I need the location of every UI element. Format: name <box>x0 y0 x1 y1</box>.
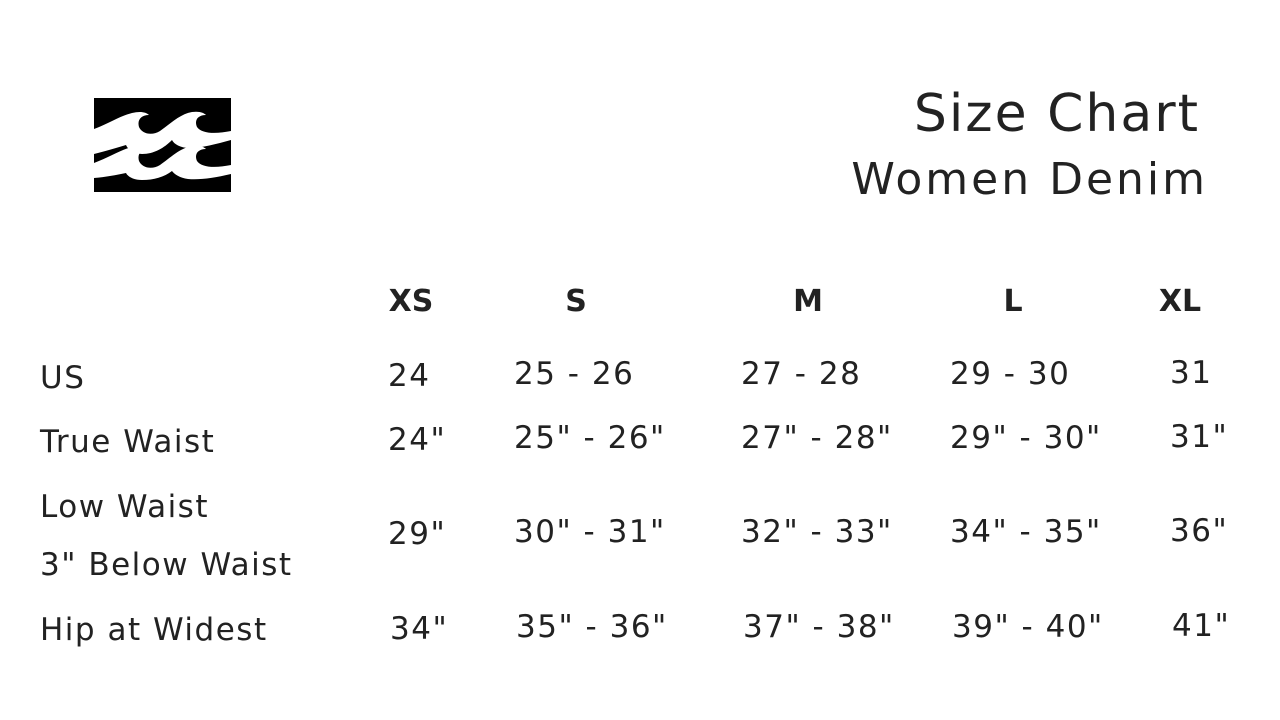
cell: 30" - 31" <box>514 514 666 550</box>
cell: 24" <box>388 422 447 458</box>
cell: 27" - 28" <box>741 420 893 456</box>
cell: 27 - 28 <box>741 356 862 392</box>
column-header-xl: XL <box>1158 284 1202 319</box>
cell: 25" - 26" <box>514 420 666 456</box>
page-subtitle: Women Denim <box>851 154 1208 205</box>
cell: 24 <box>388 358 431 394</box>
brand-logo <box>94 98 231 192</box>
cell: 34" - 35" <box>950 514 1102 550</box>
cell: 31 <box>1170 355 1213 391</box>
column-header-s: S <box>565 284 587 319</box>
row-label-us: US <box>40 360 86 396</box>
row-label-hip-at-widest: Hip at Widest <box>40 612 268 648</box>
column-header-xs: XS <box>388 284 434 319</box>
row-label-low-waist: Low Waist <box>40 489 209 525</box>
row-label-true-waist: True Waist <box>40 424 216 460</box>
cell: 36" <box>1170 513 1229 549</box>
cell: 34" <box>390 611 449 647</box>
cell: 29 - 30 <box>950 356 1071 392</box>
row-label-low-waist-note: 3" Below Waist <box>40 547 293 583</box>
cell: 25 - 26 <box>514 356 635 392</box>
column-header-l: L <box>1003 284 1023 319</box>
cell: 31" <box>1170 419 1229 455</box>
cell: 35" - 36" <box>516 609 668 645</box>
page-title: Size Chart <box>913 84 1200 144</box>
cell: 29" <box>388 516 447 552</box>
column-header-m: M <box>793 284 823 319</box>
cell: 39" - 40" <box>952 609 1104 645</box>
cell: 37" - 38" <box>743 609 895 645</box>
cell: 32" - 33" <box>741 514 893 550</box>
cell: 29" - 30" <box>950 420 1102 456</box>
cell: 41" <box>1172 608 1231 644</box>
